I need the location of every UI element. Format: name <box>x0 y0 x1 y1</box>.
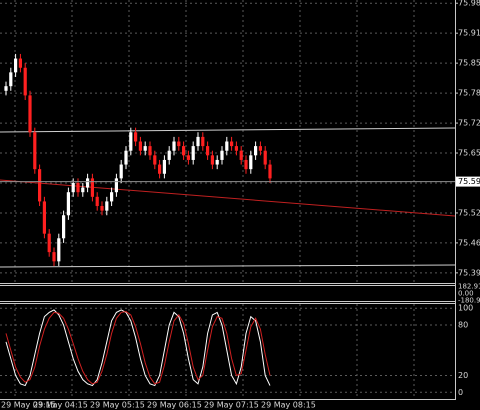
candle-body <box>124 150 128 165</box>
candle-body <box>42 201 46 234</box>
candle-body <box>230 141 234 147</box>
candle-body <box>172 141 176 151</box>
candle-body <box>110 192 114 202</box>
candle-body <box>114 178 118 193</box>
candle-body <box>62 215 66 239</box>
x-tick-label: 29 May 07:15 <box>204 401 259 410</box>
y-tick-label: 75.915 <box>458 29 480 38</box>
candle-body <box>90 178 94 197</box>
stochastic-line <box>5 311 271 385</box>
candle-body <box>210 155 214 165</box>
candle-body <box>18 58 22 68</box>
candle-body <box>167 150 171 160</box>
x-tick-label: 29 May 05:15 <box>90 401 145 410</box>
y-tick-label: 75.655 <box>458 149 480 158</box>
trendline <box>0 264 456 268</box>
candle-body <box>196 136 200 147</box>
current-price-box <box>456 176 480 187</box>
candle-body <box>9 72 13 87</box>
candle-body <box>86 178 90 188</box>
candle-body <box>28 95 32 133</box>
candle-body <box>239 150 243 160</box>
candle-body <box>71 182 75 193</box>
candle-body <box>129 132 133 151</box>
candle-body <box>158 164 162 174</box>
candle-body <box>4 86 8 91</box>
candle-body <box>57 238 61 262</box>
candle-body <box>119 164 123 179</box>
candle-body <box>143 146 147 151</box>
candle-body <box>249 155 253 170</box>
vertical-grid <box>0 0 455 399</box>
y-tick-label: 75.980 <box>458 0 480 8</box>
y-tick-label: 75.785 <box>458 89 480 98</box>
candle-body <box>206 146 210 156</box>
middle-tick-label: 182.91 <box>458 282 480 290</box>
candle-body <box>38 169 42 202</box>
candle-body <box>47 233 51 253</box>
y-tick-label: 75.460 <box>458 238 480 247</box>
stoch-tick-label: 80 <box>458 321 468 330</box>
candle-body <box>81 187 85 193</box>
candle-body <box>220 150 224 160</box>
candle-body <box>182 146 186 156</box>
candle-body <box>95 196 99 207</box>
candle-body <box>66 192 70 216</box>
stoch-tick-label: 20 <box>458 371 468 380</box>
candle-body <box>23 67 27 96</box>
candle-body <box>201 136 205 147</box>
x-tick-label: 29 May 08:15 <box>261 401 316 410</box>
stoch-tick-label: 100 <box>458 304 473 313</box>
trendline <box>0 179 456 217</box>
y-tick-label: 75.525 <box>458 208 480 217</box>
candle-body <box>105 201 109 211</box>
plot <box>4 53 272 266</box>
candle-body <box>225 141 229 151</box>
x-tick-label: 29 May 06:15 <box>147 401 202 410</box>
candle-body <box>100 206 104 211</box>
candle-body <box>254 146 258 156</box>
y-tick-label: 75.850 <box>458 59 480 68</box>
candle-body <box>186 155 190 160</box>
trendline <box>0 127 456 133</box>
candle-body <box>244 159 248 170</box>
y-tick-label: 75.720 <box>458 119 480 128</box>
current-price-label: 75.593 <box>458 177 480 186</box>
candle-body <box>215 159 219 165</box>
candle-body <box>162 159 166 174</box>
candle-body <box>14 58 18 73</box>
candle-body <box>234 146 238 151</box>
x-tick-label: 29 May 04:15 <box>33 401 88 410</box>
middle-tick-label: -180.97 <box>458 297 480 305</box>
candle-body <box>268 164 272 179</box>
candle-body <box>153 155 157 165</box>
candle-body <box>148 146 152 156</box>
stoch-tick-label: 0 <box>458 388 463 397</box>
candle-body <box>258 146 262 151</box>
candle-body <box>138 141 142 151</box>
candle-body <box>134 132 138 142</box>
x-tick-label: 29 May 03:15 <box>1 401 56 410</box>
candle-body <box>33 132 37 170</box>
candle-body <box>177 141 181 147</box>
candle-body <box>76 182 80 193</box>
y-tick-label: 75.395 <box>458 268 480 277</box>
candle-body <box>52 252 56 262</box>
candle-body <box>263 150 267 165</box>
stochastic-line <box>5 309 271 387</box>
candle-body <box>191 146 195 160</box>
middle-tick-label: 0.00 <box>458 290 474 298</box>
